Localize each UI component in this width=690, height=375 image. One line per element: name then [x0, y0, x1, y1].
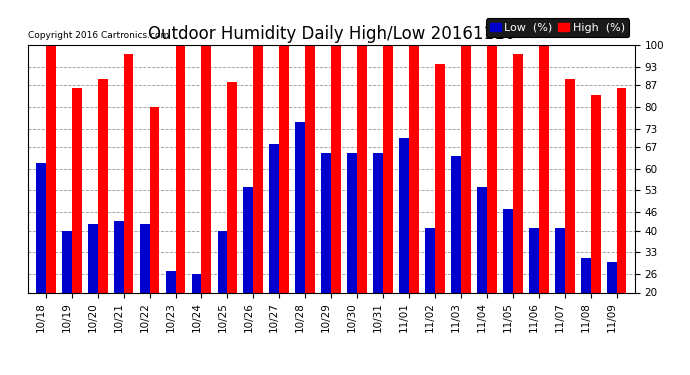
Text: Copyright 2016 Cartronics.com: Copyright 2016 Cartronics.com [28, 31, 169, 40]
Bar [98, 79, 108, 292]
Bar [114, 221, 124, 292]
Bar [88, 224, 98, 292]
Bar [331, 45, 341, 292]
Bar [36, 163, 46, 292]
Bar [513, 54, 523, 292]
Bar [72, 88, 81, 292]
Bar [150, 107, 159, 292]
Bar [46, 45, 56, 292]
Bar [503, 209, 513, 292]
Bar [217, 231, 228, 292]
Bar [461, 45, 471, 292]
Bar [357, 45, 367, 292]
Bar [425, 228, 435, 292]
Bar [279, 45, 289, 292]
Bar [373, 153, 383, 292]
Bar [139, 224, 150, 292]
Bar [477, 188, 487, 292]
Title: Outdoor Humidity Daily High/Low 20161110: Outdoor Humidity Daily High/Low 20161110 [148, 26, 515, 44]
Bar [529, 228, 539, 292]
Bar [487, 45, 497, 292]
Bar [409, 45, 419, 292]
Bar [435, 63, 445, 292]
Bar [201, 45, 211, 292]
Bar [253, 45, 263, 292]
Bar [62, 231, 72, 292]
Bar [192, 274, 201, 292]
Bar [564, 79, 575, 292]
Bar [166, 271, 175, 292]
Bar [175, 45, 186, 292]
Bar [383, 45, 393, 292]
Bar [269, 144, 279, 292]
Bar [322, 153, 331, 292]
Bar [617, 88, 627, 292]
Bar [400, 138, 409, 292]
Bar [305, 45, 315, 292]
Bar [347, 153, 357, 292]
Legend: Low  (%), High  (%): Low (%), High (%) [486, 18, 629, 37]
Bar [607, 262, 617, 292]
Bar [244, 188, 253, 292]
Bar [539, 45, 549, 292]
Bar [451, 156, 461, 292]
Bar [591, 94, 600, 292]
Bar [124, 54, 133, 292]
Bar [555, 228, 564, 292]
Bar [295, 122, 305, 292]
Bar [581, 258, 591, 292]
Bar [228, 82, 237, 292]
